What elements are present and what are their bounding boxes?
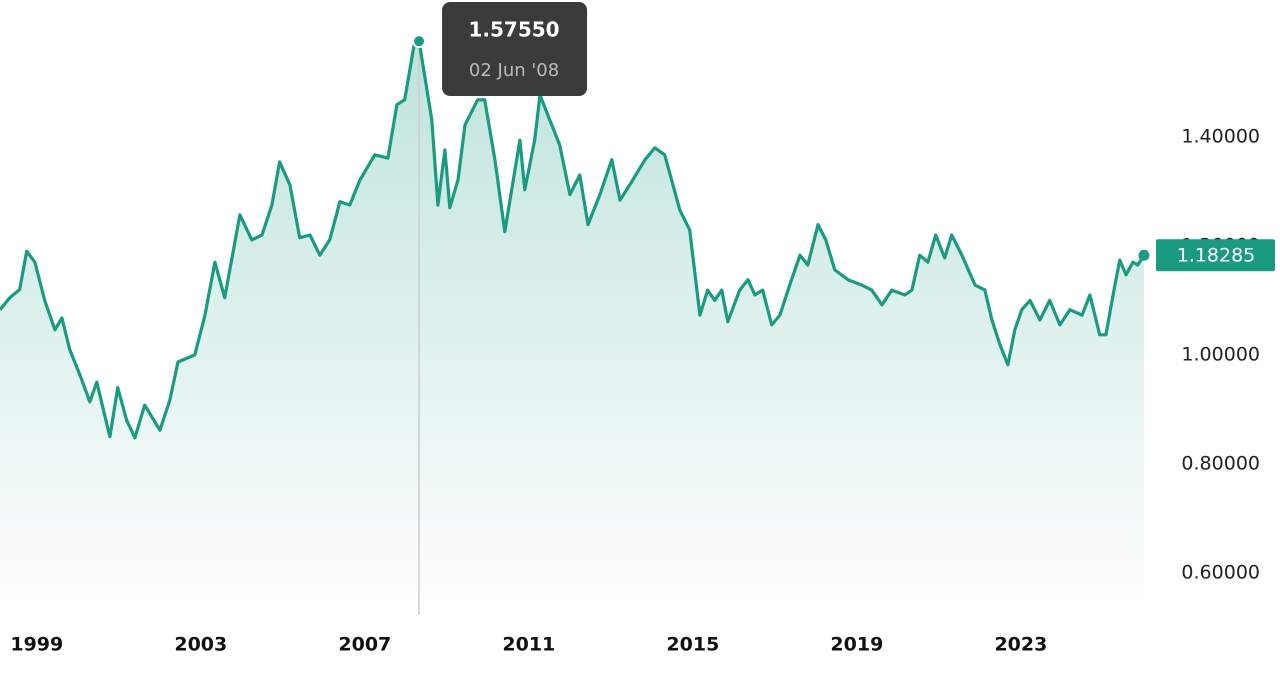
badge-box [1156, 239, 1275, 272]
tooltip-value: 1.57550 [469, 18, 560, 42]
tooltip-date: 02 Jun '08 [469, 60, 559, 81]
y-tick-label: 1.40000 [1181, 125, 1260, 147]
x-tick-label: 2019 [830, 634, 883, 656]
last-point [1138, 249, 1150, 261]
x-tick-label: 2011 [502, 634, 555, 656]
tooltip: 1.57550 02 Jun '08 [442, 2, 588, 96]
x-tick-label: 2015 [666, 634, 719, 656]
x-tick-label: 2007 [338, 634, 391, 656]
badge-text: 1.18285 [1177, 245, 1256, 267]
price-line [0, 38, 1146, 440]
x-tick-label: 2003 [174, 634, 227, 656]
y-tick-label: 0.80000 [1181, 452, 1260, 474]
y-tick-label: 0.60000 [1181, 562, 1260, 584]
y-tick-label: 1.00000 [1181, 343, 1260, 365]
hover-point [412, 34, 427, 49]
tooltip-box [442, 2, 588, 96]
last-value-badge: 1.18285 [1156, 239, 1275, 272]
area [0, 39, 1144, 616]
x-tick-label: 2023 [994, 634, 1047, 656]
x-tick-label: 1999 [10, 634, 63, 656]
